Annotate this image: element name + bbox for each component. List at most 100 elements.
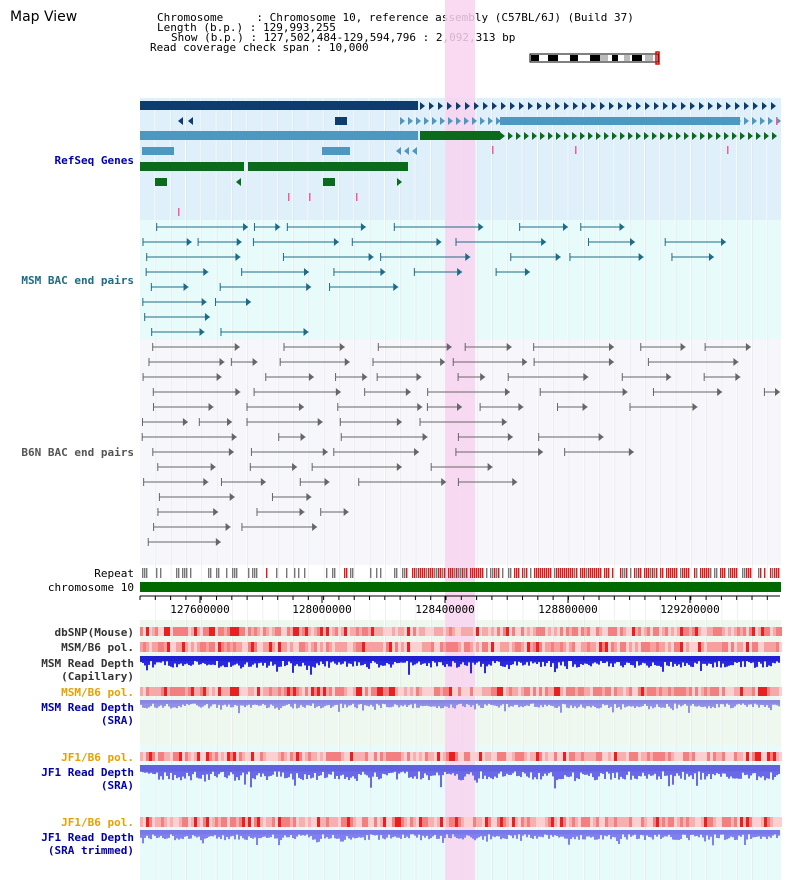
polymorphism-mark: [326, 687, 329, 696]
polymorphism-mark: [743, 642, 746, 652]
polymorphism-mark: [413, 642, 416, 652]
polymorphism-mark: [710, 687, 713, 696]
polymorphism-mark: [257, 642, 260, 652]
polymorphism-mark: [167, 752, 170, 761]
polymorphism-mark: [434, 642, 437, 652]
polymorphism-mark: [719, 627, 722, 636]
depth-bar: [412, 765, 414, 779]
depth-bar: [566, 700, 568, 708]
depth-bar: [622, 765, 624, 779]
polymorphism-mark: [695, 687, 698, 696]
polymorphism-mark: [743, 817, 746, 827]
gene-arrow: [424, 117, 429, 125]
depth-bar: [504, 700, 506, 712]
polymorphism-mark: [446, 687, 449, 696]
polymorphism-mark: [620, 752, 623, 761]
bac-pair-end: [457, 268, 463, 276]
polymorphism-mark: [443, 687, 446, 696]
track-label-repeat[interactable]: Repeat: [94, 567, 134, 580]
polymorphism-mark: [293, 642, 296, 652]
polymorphism-mark: [509, 627, 512, 636]
polymorphism-mark: [713, 687, 716, 696]
depth-bar: [710, 765, 712, 780]
polymorphism-mark: [692, 627, 695, 636]
polymorphism-mark: [593, 687, 596, 696]
depth-bar: [608, 700, 610, 708]
gene-block: [142, 147, 174, 155]
depth-bar: [344, 765, 346, 779]
depth-bar: [440, 765, 442, 788]
depth-bar: [462, 765, 464, 780]
polymorphism-mark: [149, 687, 152, 696]
polymorphism-mark: [347, 752, 350, 761]
repeat-mark: [524, 568, 526, 578]
polymorphism-mark: [530, 752, 533, 761]
depth-bar: [704, 765, 706, 780]
track-label-b6n-bac[interactable]: B6N BAC end pairs: [21, 446, 134, 459]
polymorphism-mark: [362, 687, 365, 696]
polymorphism-mark: [347, 817, 350, 827]
depth-bar: [466, 656, 468, 666]
polymorphism-mark: [284, 687, 287, 696]
depth-bar: [240, 656, 242, 669]
depth-bar: [252, 765, 254, 779]
label-line: JF1 Read Depth: [41, 766, 134, 779]
polymorphism-mark: [650, 817, 653, 827]
polymorphism-mark: [731, 687, 734, 696]
track-label-msm-b6-pol-1[interactable]: MSM/B6 pol.: [61, 641, 134, 654]
polymorphism-mark: [578, 817, 581, 827]
track-label-jf1-b6-pol-2[interactable]: JF1/B6 pol.: [61, 816, 134, 829]
polymorphism-mark: [575, 642, 578, 652]
polymorphism-mark: [710, 642, 713, 652]
polymorphism-mark: [365, 642, 368, 652]
polymorphism-mark: [224, 627, 227, 636]
polymorphism-mark: [701, 752, 704, 761]
repeat-mark: [592, 568, 594, 578]
depth-bar: [672, 830, 674, 840]
depth-bar: [692, 656, 694, 668]
depth-bar: [624, 765, 626, 780]
depth-bar: [746, 830, 748, 840]
polymorphism-mark: [740, 752, 743, 761]
depth-bar: [276, 700, 278, 708]
depth-bar: [238, 700, 240, 714]
polymorphism-mark: [656, 817, 659, 827]
polymorphism-mark: [245, 817, 248, 827]
polymorphism-mark: [779, 817, 782, 827]
track-label-jf1-read-depth-trim[interactable]: JF1 Read Depth (SRA trimmed): [0, 831, 134, 857]
polymorphism-mark: [380, 752, 383, 761]
polymorphism-mark: [386, 642, 389, 652]
polymorphism-mark: [734, 627, 737, 636]
polymorphism-mark: [578, 687, 581, 696]
gene-arrow: [555, 102, 560, 110]
depth-bar: [638, 830, 640, 839]
polymorphism-mark: [281, 817, 284, 827]
repeat-mark: [304, 568, 306, 578]
polymorphism-mark: [176, 752, 179, 761]
polymorphism-mark: [641, 687, 644, 696]
depth-bar: [294, 765, 296, 786]
polymorphism-mark: [638, 642, 641, 652]
gene-marker: [727, 146, 729, 154]
track-label-dbsnp[interactable]: dbSNP(Mouse): [54, 626, 134, 639]
track-label-refseq[interactable]: RefSeq Genes: [54, 154, 134, 167]
track-label-msm-read-depth-cap[interactable]: MSM Read Depth (Capillary): [0, 657, 134, 683]
track-label-msm-bac[interactable]: MSM BAC end pairs: [21, 274, 134, 287]
polymorphism-mark: [650, 687, 653, 696]
polymorphism-mark: [749, 687, 752, 696]
track-label-jf1-b6-pol-1[interactable]: JF1/B6 pol.: [61, 751, 134, 764]
depth-bar: [438, 830, 440, 839]
gene-arrow: [735, 102, 740, 110]
polymorphism-mark: [701, 642, 704, 652]
track-label-jf1-read-depth-sra[interactable]: JF1 Read Depth (SRA): [0, 766, 134, 792]
track-label-msm-b6-pol-2[interactable]: MSM/B6 pol.: [61, 686, 134, 699]
polymorphism-mark: [560, 752, 563, 761]
depth-bar: [172, 656, 174, 668]
track-label-msm-read-depth-sra[interactable]: MSM Read Depth (SRA): [0, 701, 134, 727]
gene-arrow: [717, 102, 722, 110]
bac-pair-end: [204, 313, 210, 321]
depth-bar: [508, 656, 510, 670]
depth-bar: [462, 830, 464, 840]
repeat-mark: [676, 568, 678, 578]
